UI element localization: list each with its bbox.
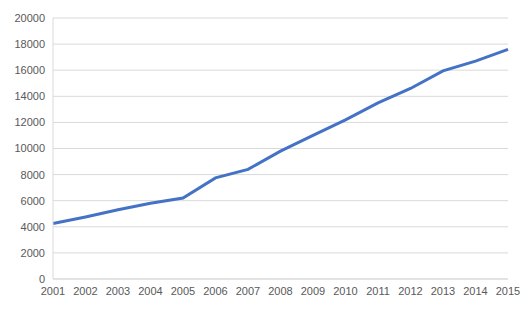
- svg-text:2010: 2010: [333, 285, 357, 297]
- svg-text:4000: 4000: [21, 221, 45, 233]
- svg-text:2015: 2015: [496, 285, 520, 297]
- svg-text:8000: 8000: [21, 169, 45, 181]
- svg-text:20000: 20000: [14, 12, 45, 24]
- svg-text:2005: 2005: [171, 285, 195, 297]
- svg-text:2008: 2008: [268, 285, 292, 297]
- svg-text:2011: 2011: [366, 285, 390, 297]
- svg-text:2004: 2004: [138, 285, 162, 297]
- svg-text:0: 0: [39, 273, 45, 285]
- svg-text:2014: 2014: [463, 285, 487, 297]
- svg-text:2003: 2003: [106, 285, 130, 297]
- svg-text:12000: 12000: [14, 116, 45, 128]
- svg-text:2002: 2002: [73, 285, 97, 297]
- svg-text:2013: 2013: [431, 285, 455, 297]
- svg-text:2007: 2007: [236, 285, 260, 297]
- svg-text:18000: 18000: [14, 38, 45, 50]
- svg-text:10000: 10000: [14, 142, 45, 154]
- svg-text:14000: 14000: [14, 90, 45, 102]
- svg-text:2012: 2012: [398, 285, 422, 297]
- svg-text:2006: 2006: [203, 285, 227, 297]
- svg-text:2000: 2000: [21, 247, 45, 259]
- svg-text:2009: 2009: [301, 285, 325, 297]
- svg-text:6000: 6000: [21, 195, 45, 207]
- svg-text:16000: 16000: [14, 64, 45, 76]
- svg-text:2001: 2001: [41, 285, 65, 297]
